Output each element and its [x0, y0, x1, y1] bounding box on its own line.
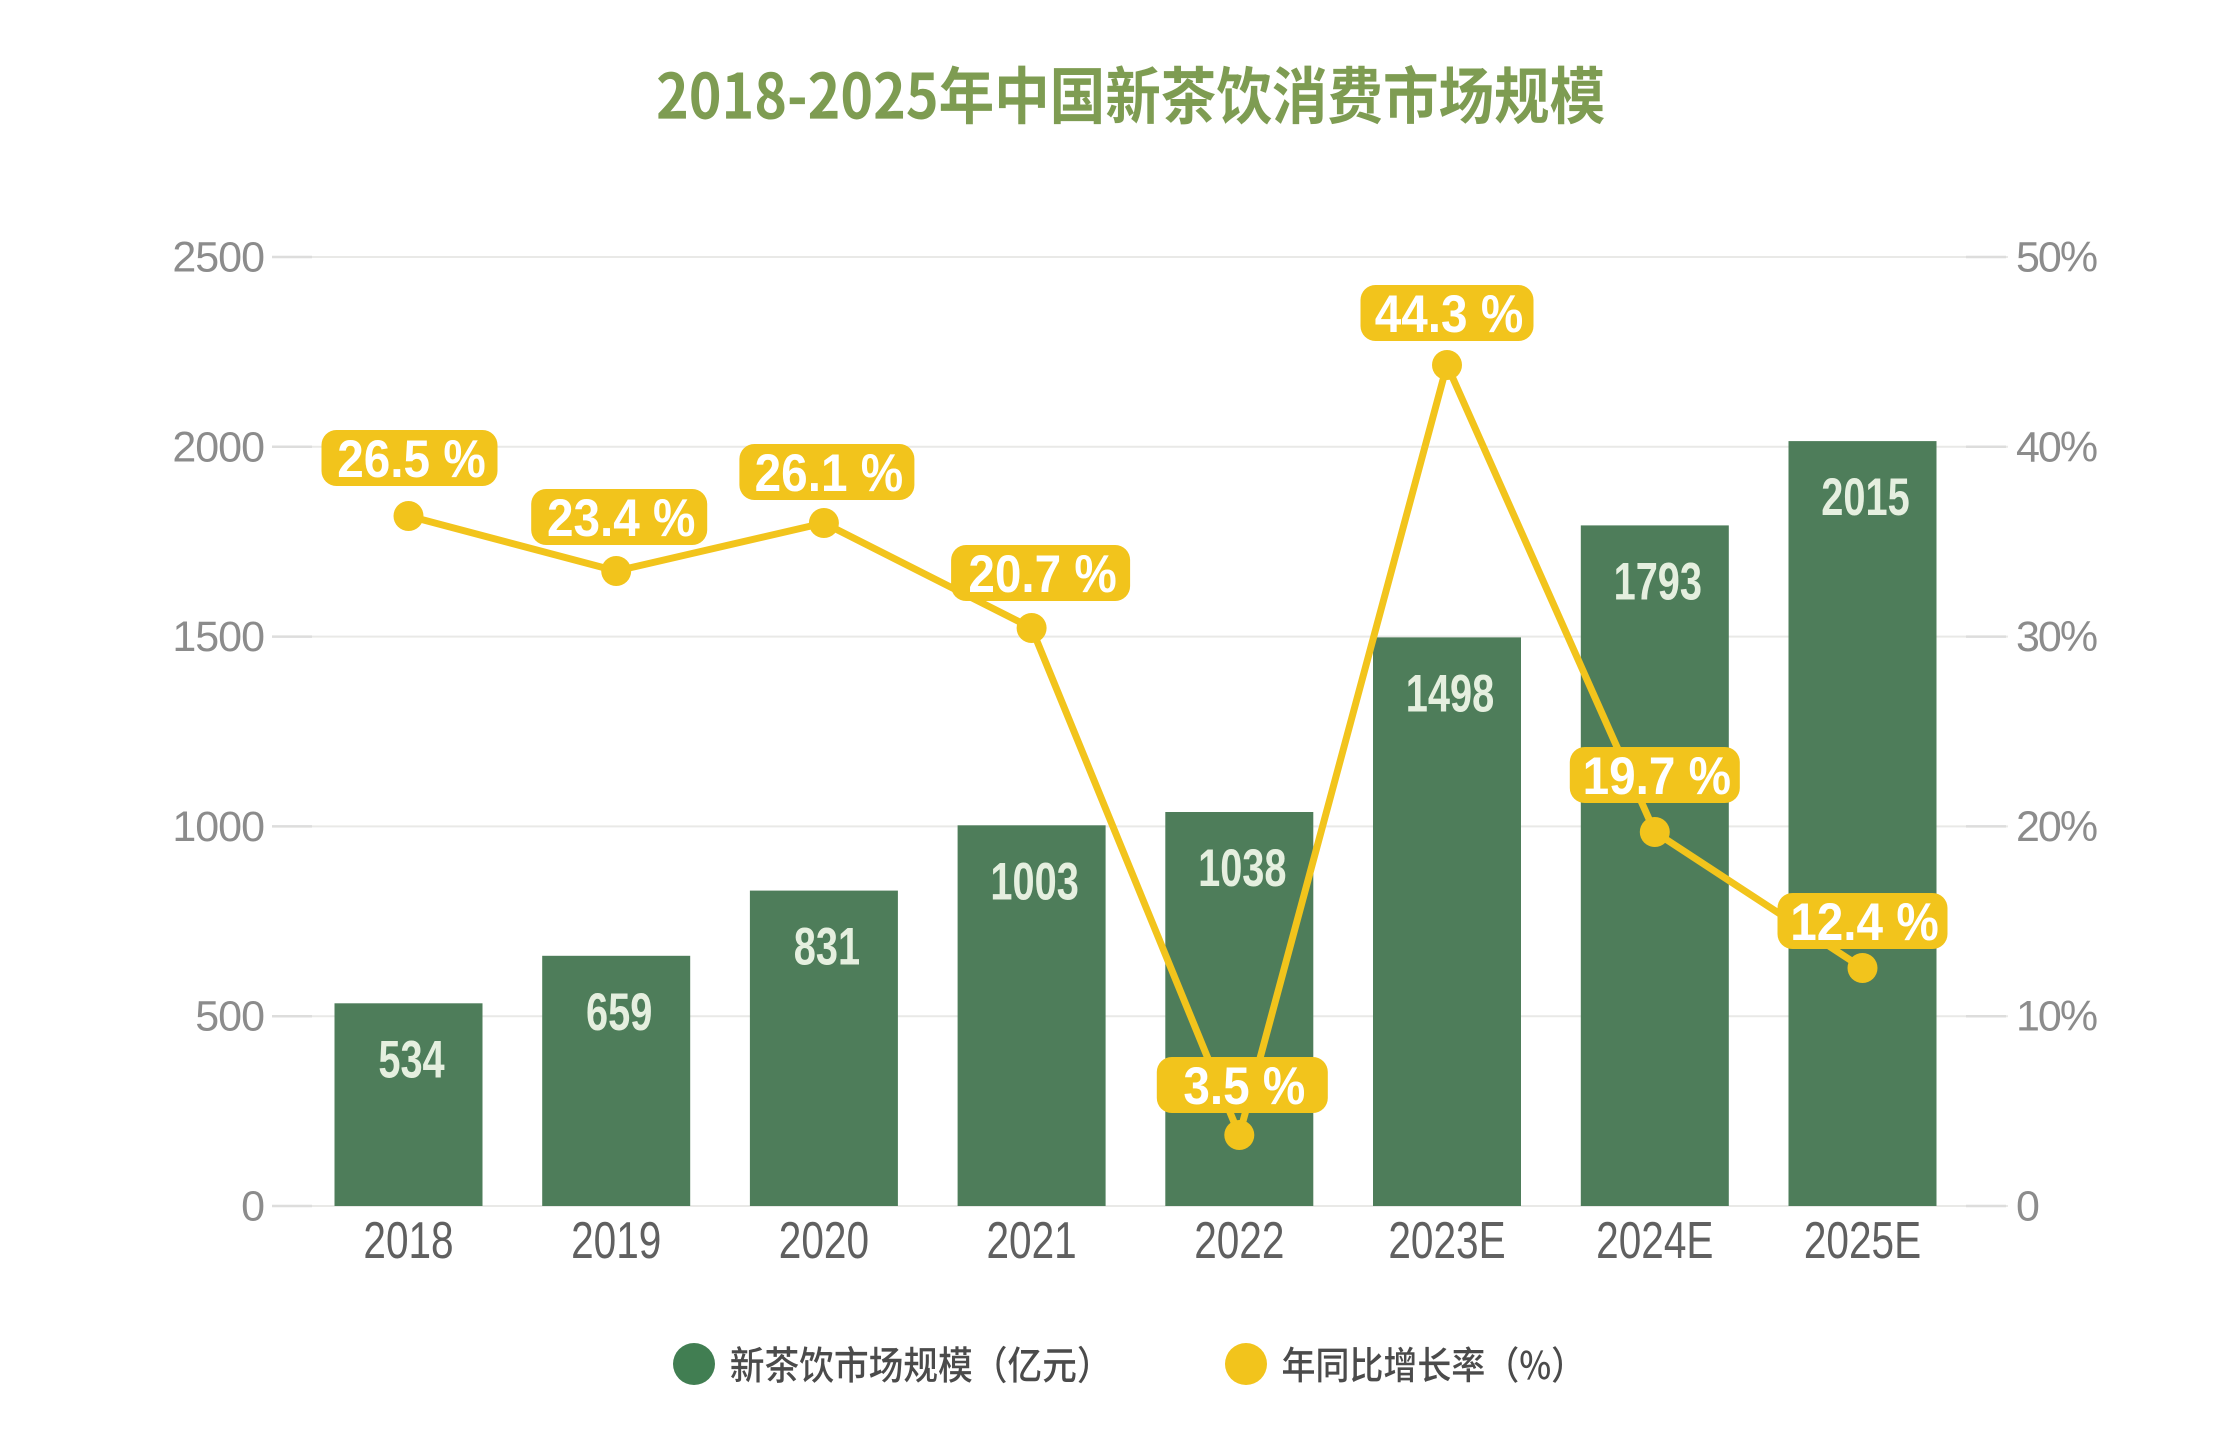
svg-text:2024E: 2024E	[1596, 1211, 1713, 1269]
svg-text:23.4 %: 23.4 %	[547, 488, 695, 548]
svg-text:831: 831	[794, 917, 860, 976]
svg-text:500: 500	[195, 993, 264, 1041]
svg-text:2000: 2000	[172, 423, 264, 471]
svg-text:26.5 %: 26.5 %	[337, 429, 485, 489]
svg-text:1500: 1500	[172, 613, 264, 661]
svg-text:2021: 2021	[986, 1211, 1076, 1269]
svg-text:2500: 2500	[172, 234, 264, 282]
svg-text:2023E: 2023E	[1388, 1211, 1505, 1269]
svg-text:2018: 2018	[363, 1211, 453, 1269]
svg-text:3.5 %: 3.5 %	[1183, 1056, 1305, 1116]
svg-text:10%: 10%	[2016, 993, 2097, 1041]
svg-text:20.7 %: 20.7 %	[968, 544, 1116, 604]
svg-text:1003: 1003	[990, 852, 1078, 911]
svg-text:1000: 1000	[172, 803, 264, 851]
svg-text:1498: 1498	[1406, 664, 1494, 723]
svg-text:44.3 %: 44.3 %	[1375, 284, 1523, 344]
svg-text:659: 659	[586, 982, 652, 1041]
svg-text:0: 0	[2016, 1183, 2039, 1231]
svg-text:50%: 50%	[2016, 234, 2097, 282]
svg-text:1038: 1038	[1198, 838, 1286, 897]
svg-text:12.4 %: 12.4 %	[1790, 892, 1938, 952]
svg-text:2022: 2022	[1194, 1211, 1284, 1269]
svg-text:19.7 %: 19.7 %	[1583, 746, 1731, 806]
svg-text:40%: 40%	[2016, 423, 2097, 471]
svg-text:30%: 30%	[2016, 613, 2097, 661]
svg-text:0: 0	[241, 1183, 264, 1231]
svg-text:26.1 %: 26.1 %	[755, 443, 903, 503]
svg-text:2019: 2019	[571, 1211, 661, 1269]
svg-text:534: 534	[378, 1030, 444, 1089]
svg-text:2025E: 2025E	[1804, 1211, 1921, 1269]
svg-text:1793: 1793	[1614, 552, 1702, 611]
svg-text:20%: 20%	[2016, 803, 2097, 851]
svg-text:2015: 2015	[1821, 468, 1909, 527]
svg-text:2020: 2020	[779, 1211, 869, 1269]
